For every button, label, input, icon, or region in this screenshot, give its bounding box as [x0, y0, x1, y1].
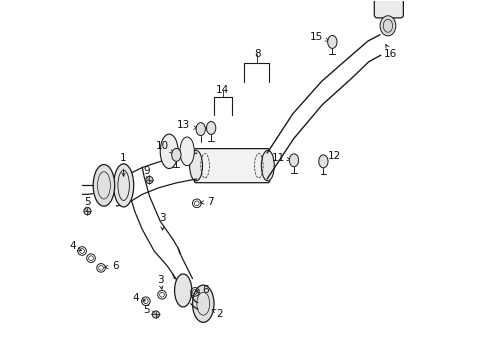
Ellipse shape: [379, 16, 395, 36]
Text: 12: 12: [324, 150, 341, 161]
Ellipse shape: [160, 134, 178, 168]
Text: 6: 6: [104, 261, 118, 271]
Ellipse shape: [289, 154, 298, 167]
Ellipse shape: [180, 137, 194, 166]
Ellipse shape: [83, 208, 91, 215]
Ellipse shape: [171, 148, 181, 161]
Text: 15: 15: [309, 32, 328, 41]
Ellipse shape: [113, 164, 133, 207]
Ellipse shape: [192, 285, 214, 322]
Ellipse shape: [327, 36, 336, 48]
Text: 14: 14: [216, 85, 229, 95]
Text: 7: 7: [200, 197, 213, 207]
FancyBboxPatch shape: [194, 149, 269, 183]
Text: 9: 9: [142, 166, 149, 179]
Text: 4: 4: [69, 241, 81, 251]
Text: 6: 6: [196, 285, 209, 295]
Ellipse shape: [152, 311, 159, 318]
Ellipse shape: [174, 274, 191, 307]
Text: 11: 11: [271, 153, 290, 163]
Ellipse shape: [261, 150, 274, 181]
Text: 2: 2: [212, 309, 223, 319]
Ellipse shape: [318, 155, 327, 168]
FancyBboxPatch shape: [373, 0, 403, 18]
Text: 3: 3: [159, 213, 165, 230]
Text: 5: 5: [142, 305, 155, 315]
Text: 13: 13: [176, 121, 197, 130]
Ellipse shape: [206, 122, 215, 134]
Text: 3: 3: [157, 275, 163, 289]
Text: 5: 5: [84, 197, 91, 210]
Ellipse shape: [196, 123, 205, 135]
Text: 8: 8: [254, 49, 260, 59]
Text: 1: 1: [120, 153, 126, 176]
Text: 16: 16: [384, 45, 397, 59]
Text: 10: 10: [155, 141, 173, 153]
Ellipse shape: [189, 150, 202, 181]
Ellipse shape: [145, 176, 153, 184]
Text: 4: 4: [133, 293, 145, 303]
Ellipse shape: [93, 165, 115, 206]
